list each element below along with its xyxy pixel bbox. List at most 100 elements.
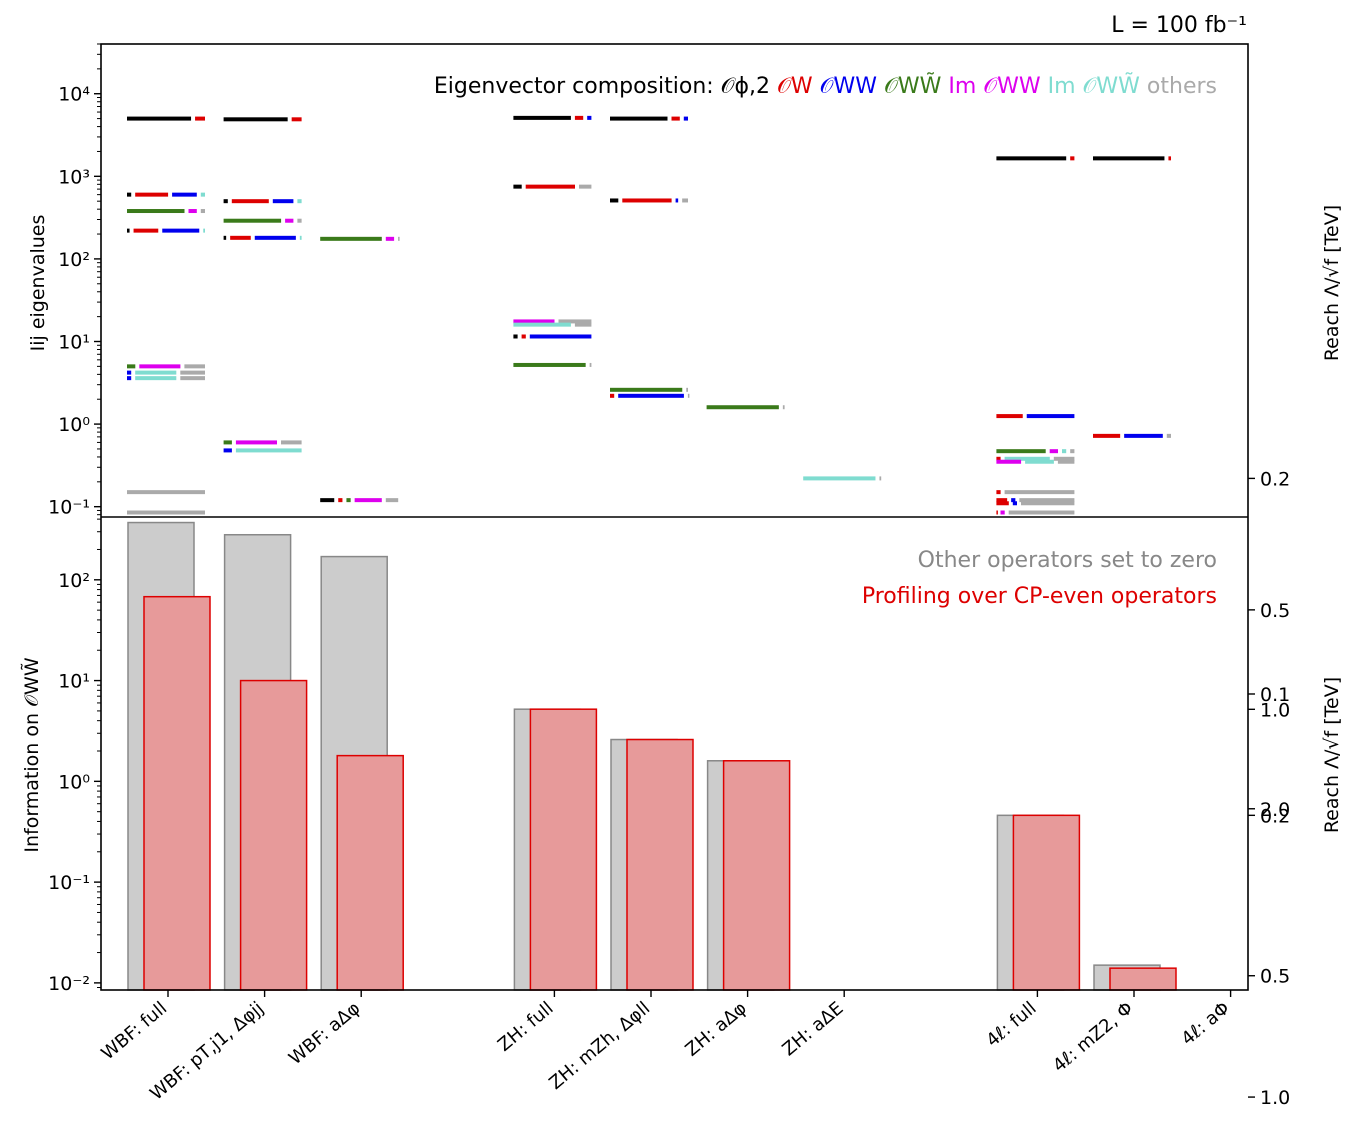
eigenvalue-level	[127, 116, 205, 121]
eigenvalue-y-axis: 10⁻¹ 10⁰ 10¹ 10² 10³ 10⁴	[48, 43, 101, 519]
eigenvalue-level	[1093, 433, 1171, 438]
information-tick-label: 10⁻²	[48, 973, 90, 995]
level-segment-WW	[587, 115, 592, 120]
level-segment-ImWWtilde	[299, 235, 302, 240]
eigenvalue-tick-label: 10⁴	[58, 84, 90, 106]
eigenvalue-tick-label: 10²	[58, 249, 90, 271]
level-segment-W	[1070, 156, 1075, 161]
category-label: 4ℓ: full	[982, 998, 1040, 1052]
level-segment-W	[133, 228, 159, 233]
level-segment-ImWWtilde	[1062, 449, 1067, 454]
level-segment-WW	[172, 192, 197, 197]
level-segment-W	[291, 117, 302, 122]
bar-profiling	[1012, 814, 1081, 991]
level-segment-phi2	[996, 156, 1067, 161]
level-segment-others	[398, 236, 400, 241]
level-segment-W	[338, 498, 343, 503]
legend-entry-W: 𝒪W	[777, 74, 820, 99]
level-segment-WW	[529, 334, 592, 339]
eigenvalue-level	[706, 405, 785, 410]
eigenvalue-level	[223, 218, 302, 223]
eigenvalue-level	[223, 117, 302, 122]
bar-profiling	[529, 708, 598, 991]
level-segment-others	[1008, 510, 1075, 515]
legend-entry-WWtilde: 𝒪WW̃	[884, 73, 948, 99]
level-segment-W	[996, 456, 1001, 461]
information-tick-label: 10⁻¹	[48, 872, 90, 894]
level-segment-phi2	[223, 199, 228, 204]
information-reach-tick-label: 0.1	[1260, 684, 1290, 706]
eigenvalue-tick-label: 10¹	[58, 331, 90, 353]
level-segment-others	[879, 476, 882, 481]
category-label: ZH: full	[494, 998, 558, 1056]
level-segment-others	[297, 218, 302, 223]
eigenvalue-level	[513, 322, 592, 327]
luminosity-label: L = 100 fb⁻¹	[1111, 13, 1247, 38]
level-segment-phi2	[513, 115, 571, 120]
bar-profiling	[336, 754, 404, 991]
level-segment-WW	[272, 199, 294, 204]
category-label: WBF: full	[97, 998, 171, 1065]
level-segment-WW	[1012, 501, 1017, 506]
level-segment-WWtilde	[346, 498, 351, 503]
level-segment-others	[281, 440, 302, 445]
level-segment-ImWWtilde	[135, 376, 177, 381]
level-segment-WW	[683, 116, 688, 121]
eigenvalue-level	[127, 364, 205, 369]
level-segment-W	[996, 414, 1023, 419]
level-segment-ImWW	[354, 498, 382, 503]
eigenvalue-level	[513, 334, 592, 339]
level-segment-WWtilde	[513, 362, 586, 367]
legend-other-zero: Other operators set to zero	[918, 548, 1217, 573]
level-segment-others	[782, 405, 785, 410]
level-segment-ImWWtilde	[135, 370, 177, 375]
eigenvalue-level	[996, 501, 1075, 506]
level-segment-WWtilde	[127, 364, 136, 369]
level-segment-others	[1004, 490, 1075, 495]
level-segment-phi2	[1093, 156, 1165, 161]
eigenvalue-level	[610, 393, 690, 398]
level-segment-WW	[254, 235, 296, 240]
eigenvalue-level	[1093, 156, 1171, 161]
legend-profiling: Profiling over CP-even operators	[862, 584, 1217, 609]
level-segment-ImWWtilde	[513, 322, 571, 327]
bar-profiling	[626, 738, 694, 991]
eigenvalue-level	[996, 414, 1075, 419]
level-segment-ImWWtilde	[1004, 456, 1050, 461]
level-segment-others	[574, 322, 592, 327]
level-segment-W	[610, 393, 615, 398]
information-reach-tick-label: 0.2	[1260, 805, 1290, 827]
level-segment-WW	[675, 198, 679, 203]
eigenvalue-tick-label: 10⁻¹	[48, 497, 90, 519]
eigenvalue-level	[996, 156, 1075, 161]
level-segment-W	[195, 116, 205, 121]
eigenvalue-reach-tick-label: 0.5	[1260, 600, 1290, 622]
eigenvalue-level	[320, 236, 400, 241]
eigenvalue-tick-label: 10⁰	[58, 414, 90, 436]
eigenvalue-levels	[127, 115, 1171, 515]
eigenvalue-level	[127, 228, 205, 233]
level-segment-others	[686, 387, 688, 392]
category-label: 4ℓ: aΦ	[1178, 998, 1234, 1050]
eigenvalue-level	[223, 199, 302, 204]
level-segment-others	[1021, 501, 1075, 506]
eigenvalue-level	[320, 498, 399, 503]
level-segment-W	[1093, 433, 1121, 438]
eigenvalue-level	[127, 510, 205, 515]
level-segment-others	[687, 393, 690, 398]
level-segment-W	[996, 501, 1009, 506]
level-segment-ImWW	[1049, 449, 1058, 454]
eigenvalue-reach-tick-label: 0.2	[1260, 468, 1290, 490]
level-segment-phi2	[127, 192, 132, 197]
level-segment-phi2	[513, 184, 522, 189]
information-reach-tick-label: 1.0	[1260, 1087, 1290, 1109]
level-segment-others	[579, 184, 592, 189]
eigenvalue-reach-axis: 2.0 1.0 0.5 0.2	[1248, 468, 1290, 821]
legend-entry-others: others	[1147, 74, 1217, 99]
level-segment-phi2	[127, 116, 192, 121]
level-segment-phi2	[610, 116, 668, 121]
level-segment-W	[521, 334, 526, 339]
eigenvalue-level	[127, 376, 205, 381]
